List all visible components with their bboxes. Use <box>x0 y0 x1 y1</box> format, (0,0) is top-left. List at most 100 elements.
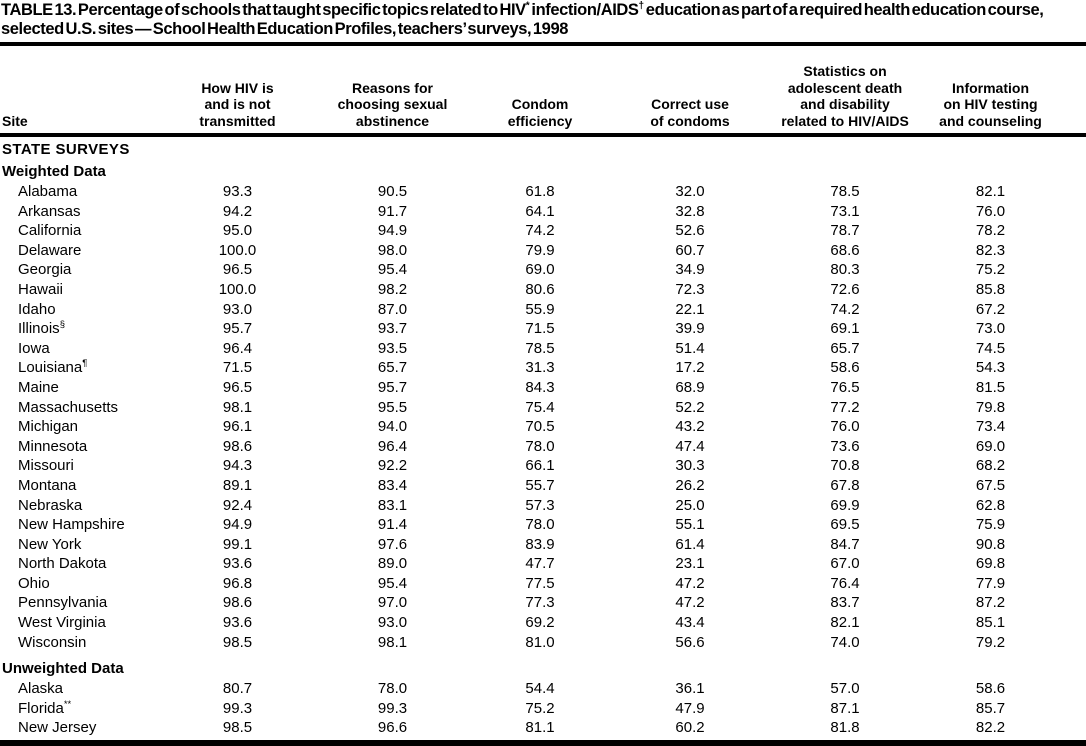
value-cell: 74.2 <box>525 222 555 240</box>
value-cell: 82.1 <box>975 183 1006 200</box>
value-cell: 93.3 <box>222 183 253 200</box>
value-cell: 85.8 <box>975 280 1006 298</box>
table-row: Illinois§ 95.7 93.7 71.5 39.9 69.1 73.0 <box>0 319 1086 339</box>
value-cell: 69.1 <box>830 320 860 338</box>
value-cell: 85.7 <box>975 699 1006 717</box>
value-cell: 77.5 <box>525 574 555 592</box>
site-cell: New York <box>18 535 82 553</box>
value-cell: 76.5 <box>830 378 860 396</box>
value-cell: 96.6 <box>377 719 408 737</box>
value-cell: 95.4 <box>377 261 408 279</box>
table-row: Michigan 96.1 94.0 70.5 43.2 76.0 73.4 <box>0 417 1086 437</box>
site-cell: Massachusetts <box>18 398 119 416</box>
value-cell: 81.0 <box>525 633 555 651</box>
site-cell: Pennsylvania <box>18 594 108 612</box>
site-cell: California <box>18 222 82 240</box>
value-cell: 81.8 <box>830 719 860 737</box>
value-cell: 77.3 <box>525 594 555 612</box>
value-cell: 80.3 <box>830 261 860 279</box>
value-cell: 69.9 <box>830 496 860 514</box>
value-cell: 77.9 <box>975 574 1006 592</box>
value-cell: 82.1 <box>830 614 860 632</box>
value-cell: 99.1 <box>222 535 253 553</box>
value-cell: 100.0 <box>218 241 257 259</box>
value-cell: 31.3 <box>525 359 555 377</box>
site-cell: Florida** <box>18 698 72 717</box>
value-cell: 80.7 <box>222 680 253 698</box>
value-cell: 89.1 <box>222 476 253 494</box>
value-cell: 99.3 <box>377 699 408 717</box>
table-title: TABLE 13. Percentage of schools that tau… <box>0 0 1086 42</box>
value-cell: 72.3 <box>675 280 705 298</box>
value-cell: 96.5 <box>222 378 253 396</box>
value-cell: 65.7 <box>377 359 408 377</box>
value-cell: 71.5 <box>525 320 555 338</box>
value-cell: 32.0 <box>675 183 705 200</box>
value-cell: 98.6 <box>222 437 253 455</box>
site-cell: Wisconsin <box>18 633 87 651</box>
value-cell: 83.1 <box>377 496 408 514</box>
column-headers: Site How HIV is and is not transmitted Reas… <box>0 46 1086 137</box>
value-cell: 92.4 <box>222 496 253 514</box>
value-cell: 95.7 <box>222 320 253 338</box>
site-cell: Nebraska <box>18 496 83 514</box>
value-cell: 76.0 <box>975 202 1006 220</box>
value-cell: 73.1 <box>830 202 860 220</box>
value-cell: 79.8 <box>975 398 1006 416</box>
site-cell: New Jersey <box>18 719 97 737</box>
value-cell: 72.6 <box>830 280 860 298</box>
value-cell: 78.5 <box>830 183 860 200</box>
value-cell: 47.2 <box>675 594 705 612</box>
column-header: Statistics on adolescent death and disabil… <box>781 63 909 129</box>
value-cell: 83.4 <box>377 476 408 494</box>
site-cell: Idaho <box>18 300 56 318</box>
value-cell: 98.0 <box>377 241 408 259</box>
value-cell: 76.4 <box>830 574 860 592</box>
value-cell: 54.4 <box>525 680 555 698</box>
value-cell: 92.2 <box>377 457 408 475</box>
value-cell: 55.1 <box>675 516 705 534</box>
value-cell: 95.5 <box>377 398 408 416</box>
value-cell: 39.9 <box>675 320 705 338</box>
value-cell: 22.1 <box>675 300 705 318</box>
table-body: STATE SURVEYS Weighted Data Alabama 93.3 90.… <box>0 137 1086 738</box>
site-cell: Hawaii <box>18 280 64 298</box>
value-cell: 93.6 <box>222 614 253 632</box>
value-cell: 93.7 <box>377 320 408 338</box>
value-cell: 87.0 <box>377 300 408 318</box>
value-cell: 99.3 <box>222 699 253 717</box>
value-cell: 84.3 <box>525 378 555 396</box>
value-cell: 67.8 <box>830 476 860 494</box>
value-cell: 98.1 <box>377 633 408 651</box>
value-cell: 78.0 <box>377 680 408 698</box>
table-row: Delaware 100.0 98.0 79.9 60.7 68.6 82.3 <box>0 241 1086 261</box>
value-cell: 57.0 <box>830 680 860 698</box>
value-cell: 98.6 <box>222 594 253 612</box>
value-cell: 60.7 <box>675 241 705 259</box>
table-row: North Dakota 93.6 89.0 47.7 23.1 67.0 69.8 <box>0 554 1086 574</box>
value-cell: 75.4 <box>525 398 555 416</box>
table-row: Missouri 94.3 92.2 66.1 30.3 70.8 68.2 <box>0 456 1086 476</box>
value-cell: 96.4 <box>222 339 253 357</box>
table-row: New Hampshire 94.9 91.4 78.0 55.1 69.5 75.9 <box>0 515 1086 535</box>
value-cell: 71.5 <box>222 359 253 377</box>
value-cell: 25.0 <box>675 496 705 514</box>
value-cell: 69.5 <box>830 516 860 534</box>
value-cell: 69.0 <box>525 261 555 279</box>
title-divider <box>0 42 1086 46</box>
footnote-marker-dagger: † <box>638 0 645 12</box>
value-cell: 75.2 <box>975 261 1006 279</box>
value-cell: 94.3 <box>222 457 253 475</box>
value-cell: 83.9 <box>525 535 555 553</box>
value-cell: 87.2 <box>975 594 1006 612</box>
table-row: Georgia 96.5 95.4 69.0 34.9 80.3 75.2 <box>0 260 1086 280</box>
table-row: Massachusetts 98.1 95.5 75.4 52.2 77.2 79.8 <box>0 398 1086 418</box>
table-row: Maine 96.5 95.7 84.3 68.9 76.5 81.5 <box>0 378 1086 398</box>
value-cell: 32.8 <box>675 202 705 220</box>
value-cell: 47.4 <box>675 437 705 455</box>
value-cell: 51.4 <box>675 339 705 357</box>
table-row: Alaska 80.7 78.0 54.4 36.1 57.0 58.6 <box>0 679 1086 699</box>
table-row: Louisiana¶ 71.5 65.7 31.3 17.2 58.6 54.3 <box>0 358 1086 378</box>
value-cell: 90.5 <box>377 183 408 200</box>
column-header: How HIV is and is not transmitted <box>199 79 276 129</box>
